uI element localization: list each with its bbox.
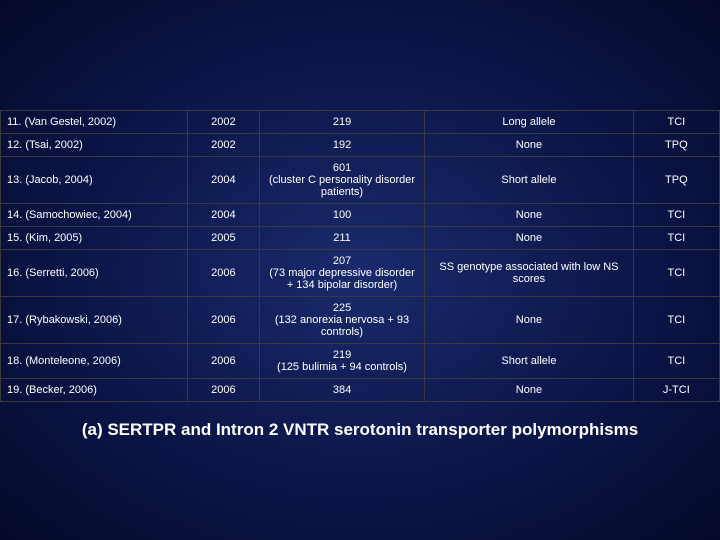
year-cell: 2004	[187, 204, 259, 227]
year-cell: 2006	[187, 297, 259, 344]
n-cell: 225(132 anorexia nervosa + 93 controls)	[259, 297, 424, 344]
n-cell: 100	[259, 204, 424, 227]
inst-cell: TCI	[633, 227, 719, 250]
table-row: 13. (Jacob, 2004)2004601(cluster C perso…	[1, 157, 720, 204]
inst-cell: TCI	[633, 111, 719, 134]
table-row: 19. (Becker, 2006)2006384NoneJ-TCI	[1, 379, 720, 402]
study-cell: 14. (Samochowiec, 2004)	[1, 204, 188, 227]
assoc-cell: None	[425, 134, 634, 157]
study-cell: 18. (Monteleone, 2006)	[1, 344, 188, 379]
inst-cell: J-TCI	[633, 379, 719, 402]
inst-cell: TCI	[633, 344, 719, 379]
table-row: 12. (Tsai, 2002)2002192NoneTPQ	[1, 134, 720, 157]
year-cell: 2006	[187, 344, 259, 379]
studies-table: 11. (Van Gestel, 2002)2002219Long allele…	[0, 110, 720, 402]
assoc-cell: None	[425, 227, 634, 250]
table-row: 14. (Samochowiec, 2004)2004100NoneTCI	[1, 204, 720, 227]
year-cell: 2002	[187, 111, 259, 134]
year-cell: 2006	[187, 379, 259, 402]
inst-cell: TCI	[633, 250, 719, 297]
assoc-cell: None	[425, 297, 634, 344]
table-row: 15. (Kim, 2005)2005211NoneTCI	[1, 227, 720, 250]
study-cell: 17. (Rybakowski, 2006)	[1, 297, 188, 344]
slide-caption: (a) SERTPR and Intron 2 VNTR serotonin t…	[0, 420, 720, 440]
inst-cell: TCI	[633, 297, 719, 344]
year-cell: 2002	[187, 134, 259, 157]
slide: 11. (Van Gestel, 2002)2002219Long allele…	[0, 0, 720, 540]
study-cell: 12. (Tsai, 2002)	[1, 134, 188, 157]
studies-table-body: 11. (Van Gestel, 2002)2002219Long allele…	[1, 111, 720, 402]
study-cell: 13. (Jacob, 2004)	[1, 157, 188, 204]
year-cell: 2005	[187, 227, 259, 250]
inst-cell: TPQ	[633, 134, 719, 157]
n-cell: 384	[259, 379, 424, 402]
study-cell: 16. (Serretti, 2006)	[1, 250, 188, 297]
assoc-cell: Long allele	[425, 111, 634, 134]
year-cell: 2006	[187, 250, 259, 297]
n-cell: 211	[259, 227, 424, 250]
inst-cell: TPQ	[633, 157, 719, 204]
table-row: 16. (Serretti, 2006)2006207(73 major dep…	[1, 250, 720, 297]
n-cell: 219(125 bulimia + 94 controls)	[259, 344, 424, 379]
assoc-cell: None	[425, 204, 634, 227]
assoc-cell: Short allele	[425, 344, 634, 379]
table-row: 17. (Rybakowski, 2006)2006225(132 anorex…	[1, 297, 720, 344]
study-cell: 15. (Kim, 2005)	[1, 227, 188, 250]
table-row: 18. (Monteleone, 2006)2006219(125 bulimi…	[1, 344, 720, 379]
n-cell: 219	[259, 111, 424, 134]
table-row: 11. (Van Gestel, 2002)2002219Long allele…	[1, 111, 720, 134]
n-cell: 192	[259, 134, 424, 157]
study-cell: 11. (Van Gestel, 2002)	[1, 111, 188, 134]
n-cell: 207(73 major depressive disorder + 134 b…	[259, 250, 424, 297]
assoc-cell: Short allele	[425, 157, 634, 204]
assoc-cell: None	[425, 379, 634, 402]
n-cell: 601(cluster C personality disorder patie…	[259, 157, 424, 204]
year-cell: 2004	[187, 157, 259, 204]
assoc-cell: SS genotype associated with low NS score…	[425, 250, 634, 297]
inst-cell: TCI	[633, 204, 719, 227]
study-cell: 19. (Becker, 2006)	[1, 379, 188, 402]
